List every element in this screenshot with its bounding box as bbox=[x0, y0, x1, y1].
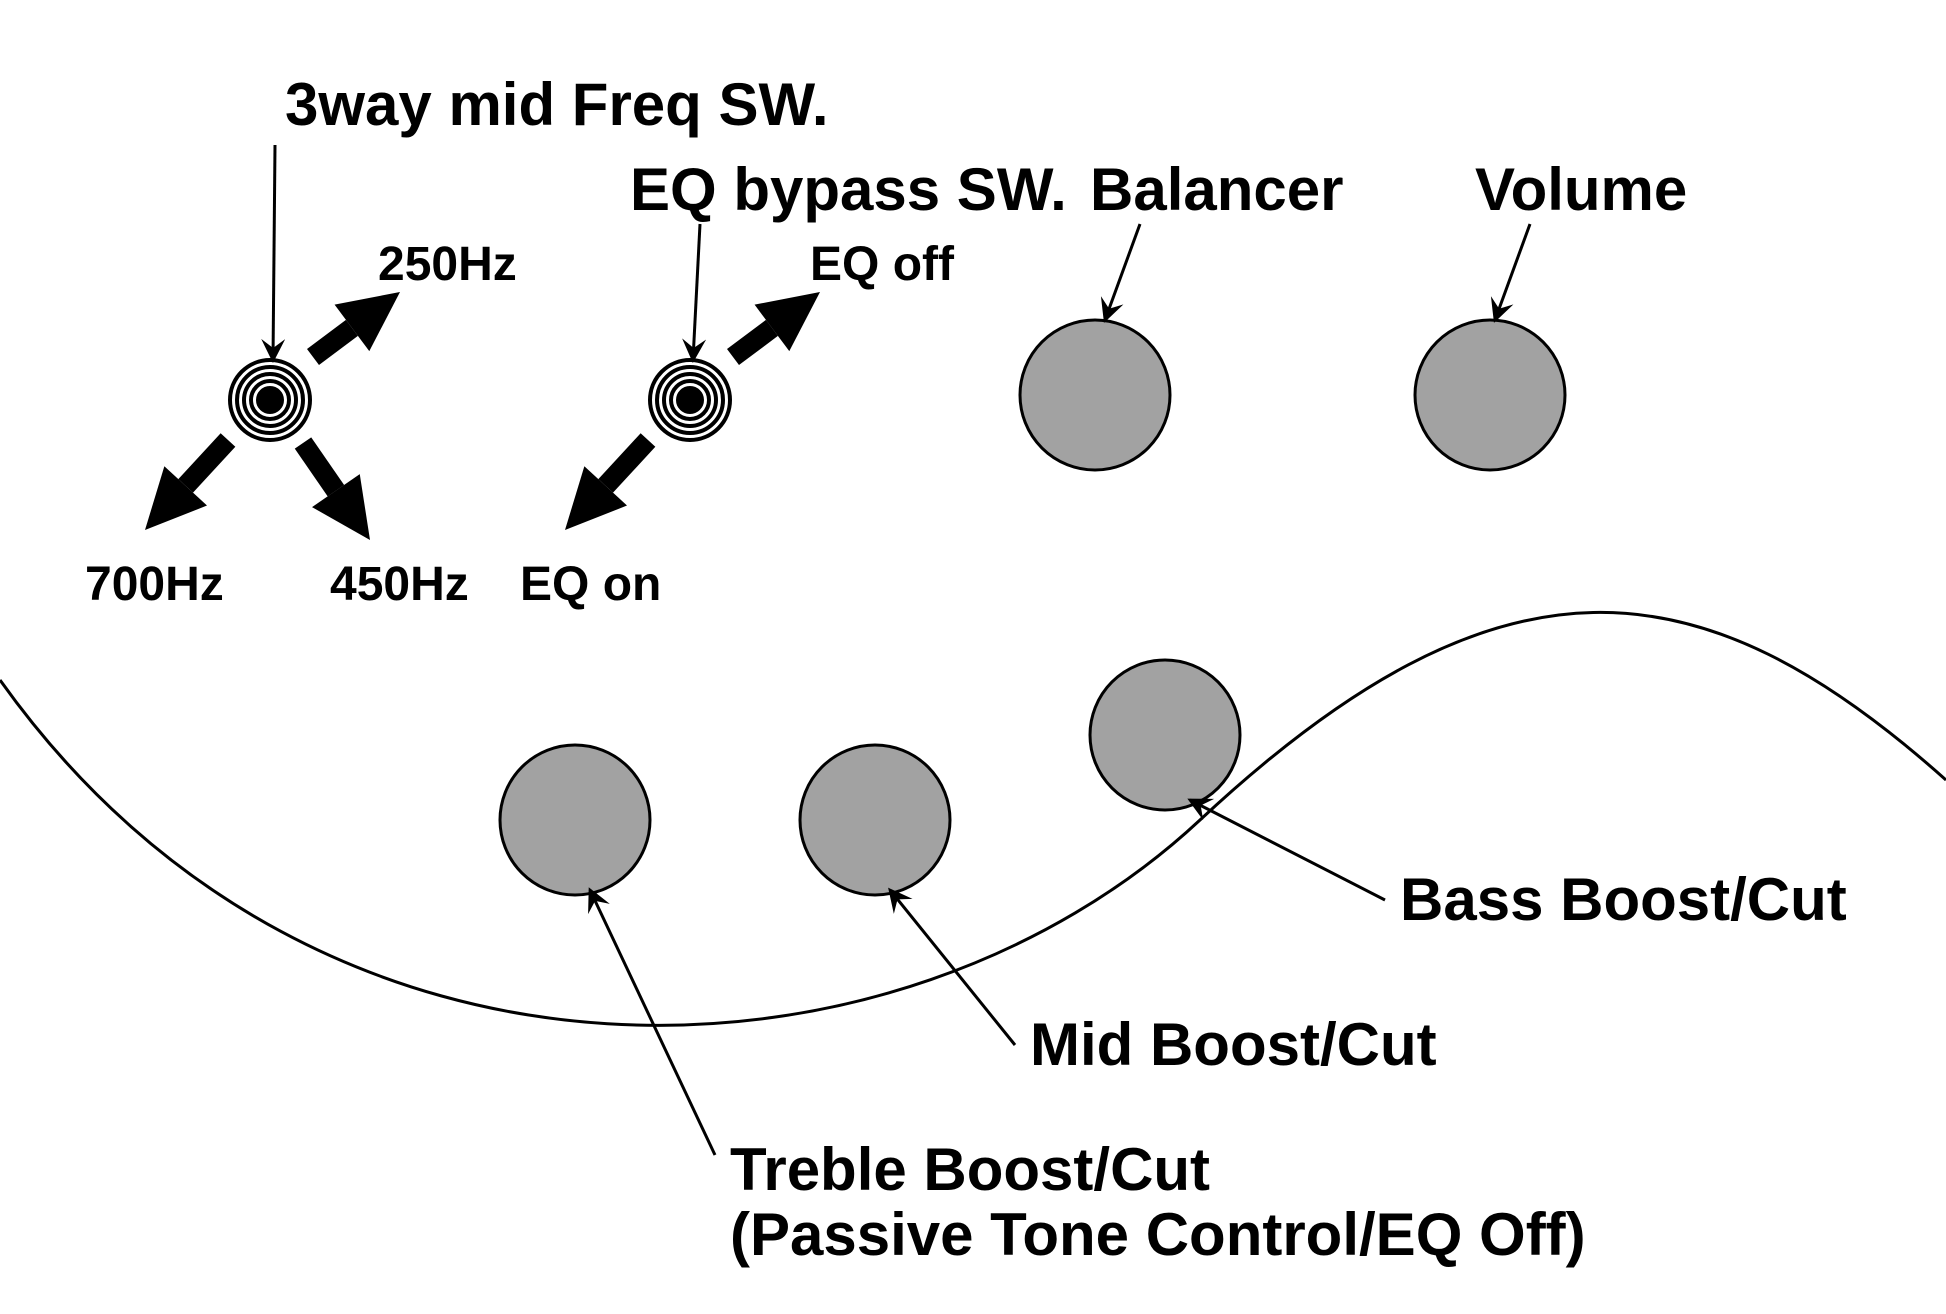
midfreq-pos0-label: 250Hz bbox=[378, 238, 517, 291]
midfreq-pos2-arrow-shaft bbox=[186, 440, 228, 486]
eqbypass-switch[interactable] bbox=[650, 360, 730, 440]
midfreq-callout bbox=[273, 145, 275, 360]
midfreq-switch[interactable] bbox=[230, 360, 310, 440]
midfreq-pos1-arrow-shaft bbox=[303, 443, 336, 491]
midfreq-pos0-arrow-shaft bbox=[313, 328, 352, 357]
volume-knob[interactable] bbox=[1415, 320, 1565, 470]
mid-knob[interactable] bbox=[800, 745, 950, 895]
treble-knob[interactable] bbox=[500, 745, 650, 895]
balancer-label: Balancer bbox=[1090, 156, 1343, 223]
eqbypass-pos1-label: EQ on bbox=[520, 558, 661, 611]
midfreq-label: 3way mid Freq SW. bbox=[285, 71, 829, 138]
treble-sublabel: (Passive Tone Control/EQ Off) bbox=[730, 1201, 1586, 1268]
eqbypass-callout bbox=[693, 224, 700, 360]
midfreq-pos2-label: 700Hz bbox=[85, 558, 224, 611]
bass-callout bbox=[1190, 800, 1385, 900]
mid-label: Mid Boost/Cut bbox=[1030, 1011, 1437, 1078]
bass-knob[interactable] bbox=[1090, 660, 1240, 810]
body-outline bbox=[0, 612, 1946, 1025]
midfreq-pos1-label: 450Hz bbox=[330, 558, 469, 611]
balancer-callout bbox=[1105, 224, 1140, 320]
bass-label: Bass Boost/Cut bbox=[1400, 866, 1847, 933]
volume-label: Volume bbox=[1475, 156, 1687, 223]
eqbypass-label: EQ bypass SW. bbox=[630, 156, 1067, 223]
mid-callout bbox=[890, 890, 1015, 1045]
volume-callout bbox=[1495, 224, 1530, 320]
eqbypass-pos0-arrow-shaft bbox=[733, 328, 772, 357]
treble-label: Treble Boost/Cut bbox=[730, 1136, 1210, 1203]
eqbypass-pos0-label: EQ off bbox=[810, 238, 955, 291]
eqbypass-pos1-arrow-shaft bbox=[606, 440, 648, 486]
control-diagram: 3way mid Freq SW. 250Hz 450Hz 700Hz EQ bypas… bbox=[0, 0, 1946, 1314]
balancer-knob[interactable] bbox=[1020, 320, 1170, 470]
